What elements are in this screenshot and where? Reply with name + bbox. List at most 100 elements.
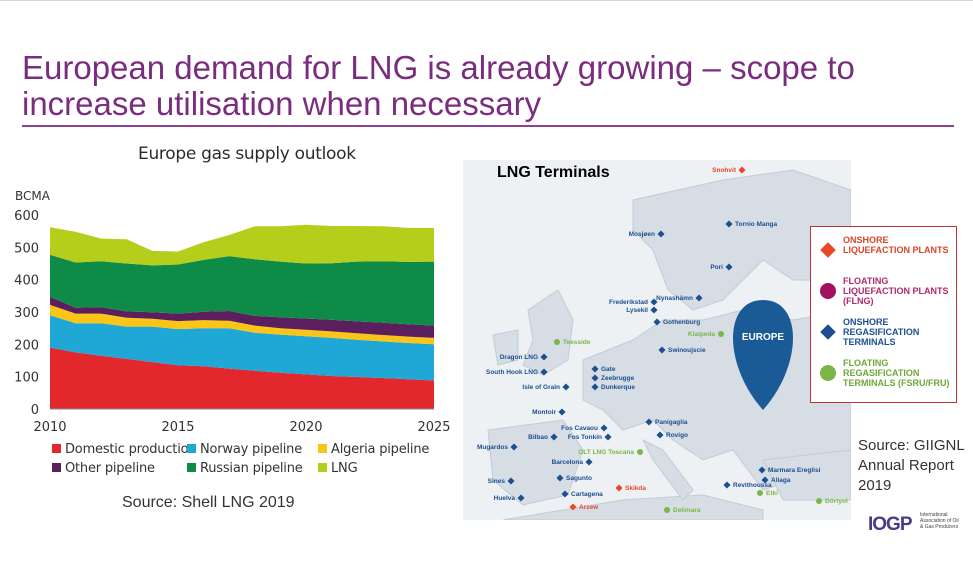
terminal-marker xyxy=(540,353,548,361)
legend-item: Norway pipeline xyxy=(187,442,302,457)
area-chart: BCMA 0 100 200 300 400 500 600 2010 2015 2020 2025 xyxy=(14,189,450,435)
circle-icon xyxy=(820,365,836,381)
terminal-marker xyxy=(645,418,653,426)
terminal-marker xyxy=(725,220,733,228)
map-title: LNG Terminals xyxy=(497,164,610,181)
terminal-label: Klaipeda xyxy=(688,331,715,338)
x-tick-label: 2010 xyxy=(33,420,66,435)
terminal-label: Delimara xyxy=(673,507,701,514)
terminal-label: Bilbao xyxy=(528,434,548,441)
map-legend-label: ONSHORE REGASIFICATION TERMINALS xyxy=(843,317,920,347)
terminal-marker xyxy=(540,368,548,376)
terminal-marker xyxy=(816,498,822,504)
terminal-label: Arzew xyxy=(579,504,599,511)
terminal-label: Isle of Grain xyxy=(522,384,560,391)
terminal-marker xyxy=(718,331,724,337)
terminal-marker xyxy=(562,383,570,391)
x-tick-label: 2015 xyxy=(161,420,194,435)
terminal-marker xyxy=(650,298,658,306)
legend-item: Algeria pipeline xyxy=(318,442,429,457)
diamond-icon xyxy=(820,242,836,258)
circle-icon xyxy=(820,283,836,299)
terminal-marker xyxy=(650,306,658,314)
terminal-marker xyxy=(738,166,746,174)
legend-item: Domestic production xyxy=(52,442,197,457)
y-tick-label: 400 xyxy=(14,274,39,289)
map-legend-label: ONSHORE LIQUEFACTION PLANTS xyxy=(843,235,949,255)
map-legend-label: FLOATING REGASIFICATION TERMINALS (FSRU/… xyxy=(843,358,950,388)
terminal-label: Teesside xyxy=(563,339,591,346)
terminal-marker xyxy=(637,449,643,455)
terminal-label: Mosjøen xyxy=(629,231,655,238)
terminal-marker xyxy=(510,443,518,451)
map-source: Source: GIIGNL Annual Report 2019 xyxy=(858,437,965,494)
terminal-marker xyxy=(658,346,666,354)
terminal-label: Swinoujscie xyxy=(668,347,706,354)
y-axis-label: BCMA xyxy=(15,189,51,203)
terminal-marker xyxy=(604,433,612,441)
terminal-label: Sagunto xyxy=(566,475,592,482)
terminal-marker xyxy=(561,490,569,498)
legend-swatch xyxy=(52,444,61,453)
terminal-label: Montoir xyxy=(532,409,556,416)
land-mass xyxy=(522,289,574,376)
terminal-label: Panigaglia xyxy=(655,419,688,426)
y-tick-label: 500 xyxy=(14,241,39,256)
terminal-marker xyxy=(664,507,670,513)
terminal-marker xyxy=(725,263,733,271)
legend-item: LNG xyxy=(318,461,358,476)
series-area-russian-pipeline xyxy=(50,254,434,326)
chart-title: Europe gas supply outlook xyxy=(138,144,356,164)
terminal-label: Dragon LNG xyxy=(500,354,538,361)
terminal-label: Tornio Manga xyxy=(735,221,778,228)
terminal-label: Snohvit xyxy=(712,167,737,174)
map-legend: ONSHORE LIQUEFACTION PLANTS FLOATING LIQU… xyxy=(810,226,957,403)
x-tick-label: 2025 xyxy=(417,420,450,435)
legend-label: Norway pipeline xyxy=(200,442,303,457)
legend-label: LNG xyxy=(331,461,358,476)
terminal-marker xyxy=(653,318,661,326)
y-tick-label: 200 xyxy=(14,338,39,353)
land-mass xyxy=(632,169,851,311)
terminal-marker xyxy=(723,481,731,489)
series-area-norway-pipeline xyxy=(50,315,434,381)
terminal-label: Rovigo xyxy=(666,432,688,439)
legend-swatch xyxy=(318,444,327,453)
terminal-label: Nynashämn xyxy=(656,295,693,302)
terminal-marker xyxy=(554,339,560,345)
terminal-marker xyxy=(517,494,525,502)
terminal-label: Revithoussa xyxy=(733,482,772,489)
terminal-marker xyxy=(657,230,665,238)
terminal-label: Cartagena xyxy=(571,491,603,498)
terminal-marker xyxy=(591,365,599,373)
legend-swatch xyxy=(52,463,61,472)
terminal-label: Huelva xyxy=(494,495,516,502)
terminal-marker xyxy=(615,484,623,492)
map-legend-label: FLOATING LIQUEFACTION PLANTS (FLNG) xyxy=(843,276,949,306)
diamond-icon xyxy=(820,324,836,340)
terminal-marker xyxy=(550,433,558,441)
terminal-marker xyxy=(585,458,593,466)
land-mass xyxy=(641,438,694,501)
legend-item: Russian pipeline xyxy=(187,461,303,476)
terminal-marker xyxy=(761,476,769,484)
terminal-marker xyxy=(695,294,703,302)
legend-swatch xyxy=(187,444,196,453)
terminal-label: Aliaga xyxy=(771,477,791,484)
logo-text: International Association of Oil & Gas P… xyxy=(920,512,959,530)
terminal-marker xyxy=(656,431,664,439)
terminal-marker xyxy=(591,374,599,382)
land-mass xyxy=(492,329,519,366)
legend-label: Russian pipeline xyxy=(200,461,303,476)
y-tick-label: 0 xyxy=(31,403,39,418)
land-mass xyxy=(762,449,851,501)
terminal-label: OLT LNG Toscana xyxy=(578,449,634,456)
terminal-marker xyxy=(569,503,577,511)
terminal-marker xyxy=(556,474,564,482)
terminal-label: Pori xyxy=(710,264,723,271)
chart-source: Source: Shell LNG 2019 xyxy=(122,494,295,511)
terminal-label: Gothenburg xyxy=(663,319,700,326)
slide-title: European demand for LNG is already growi… xyxy=(22,49,855,122)
terminal-marker xyxy=(600,424,608,432)
terminal-label: Barcelona xyxy=(552,459,584,466)
